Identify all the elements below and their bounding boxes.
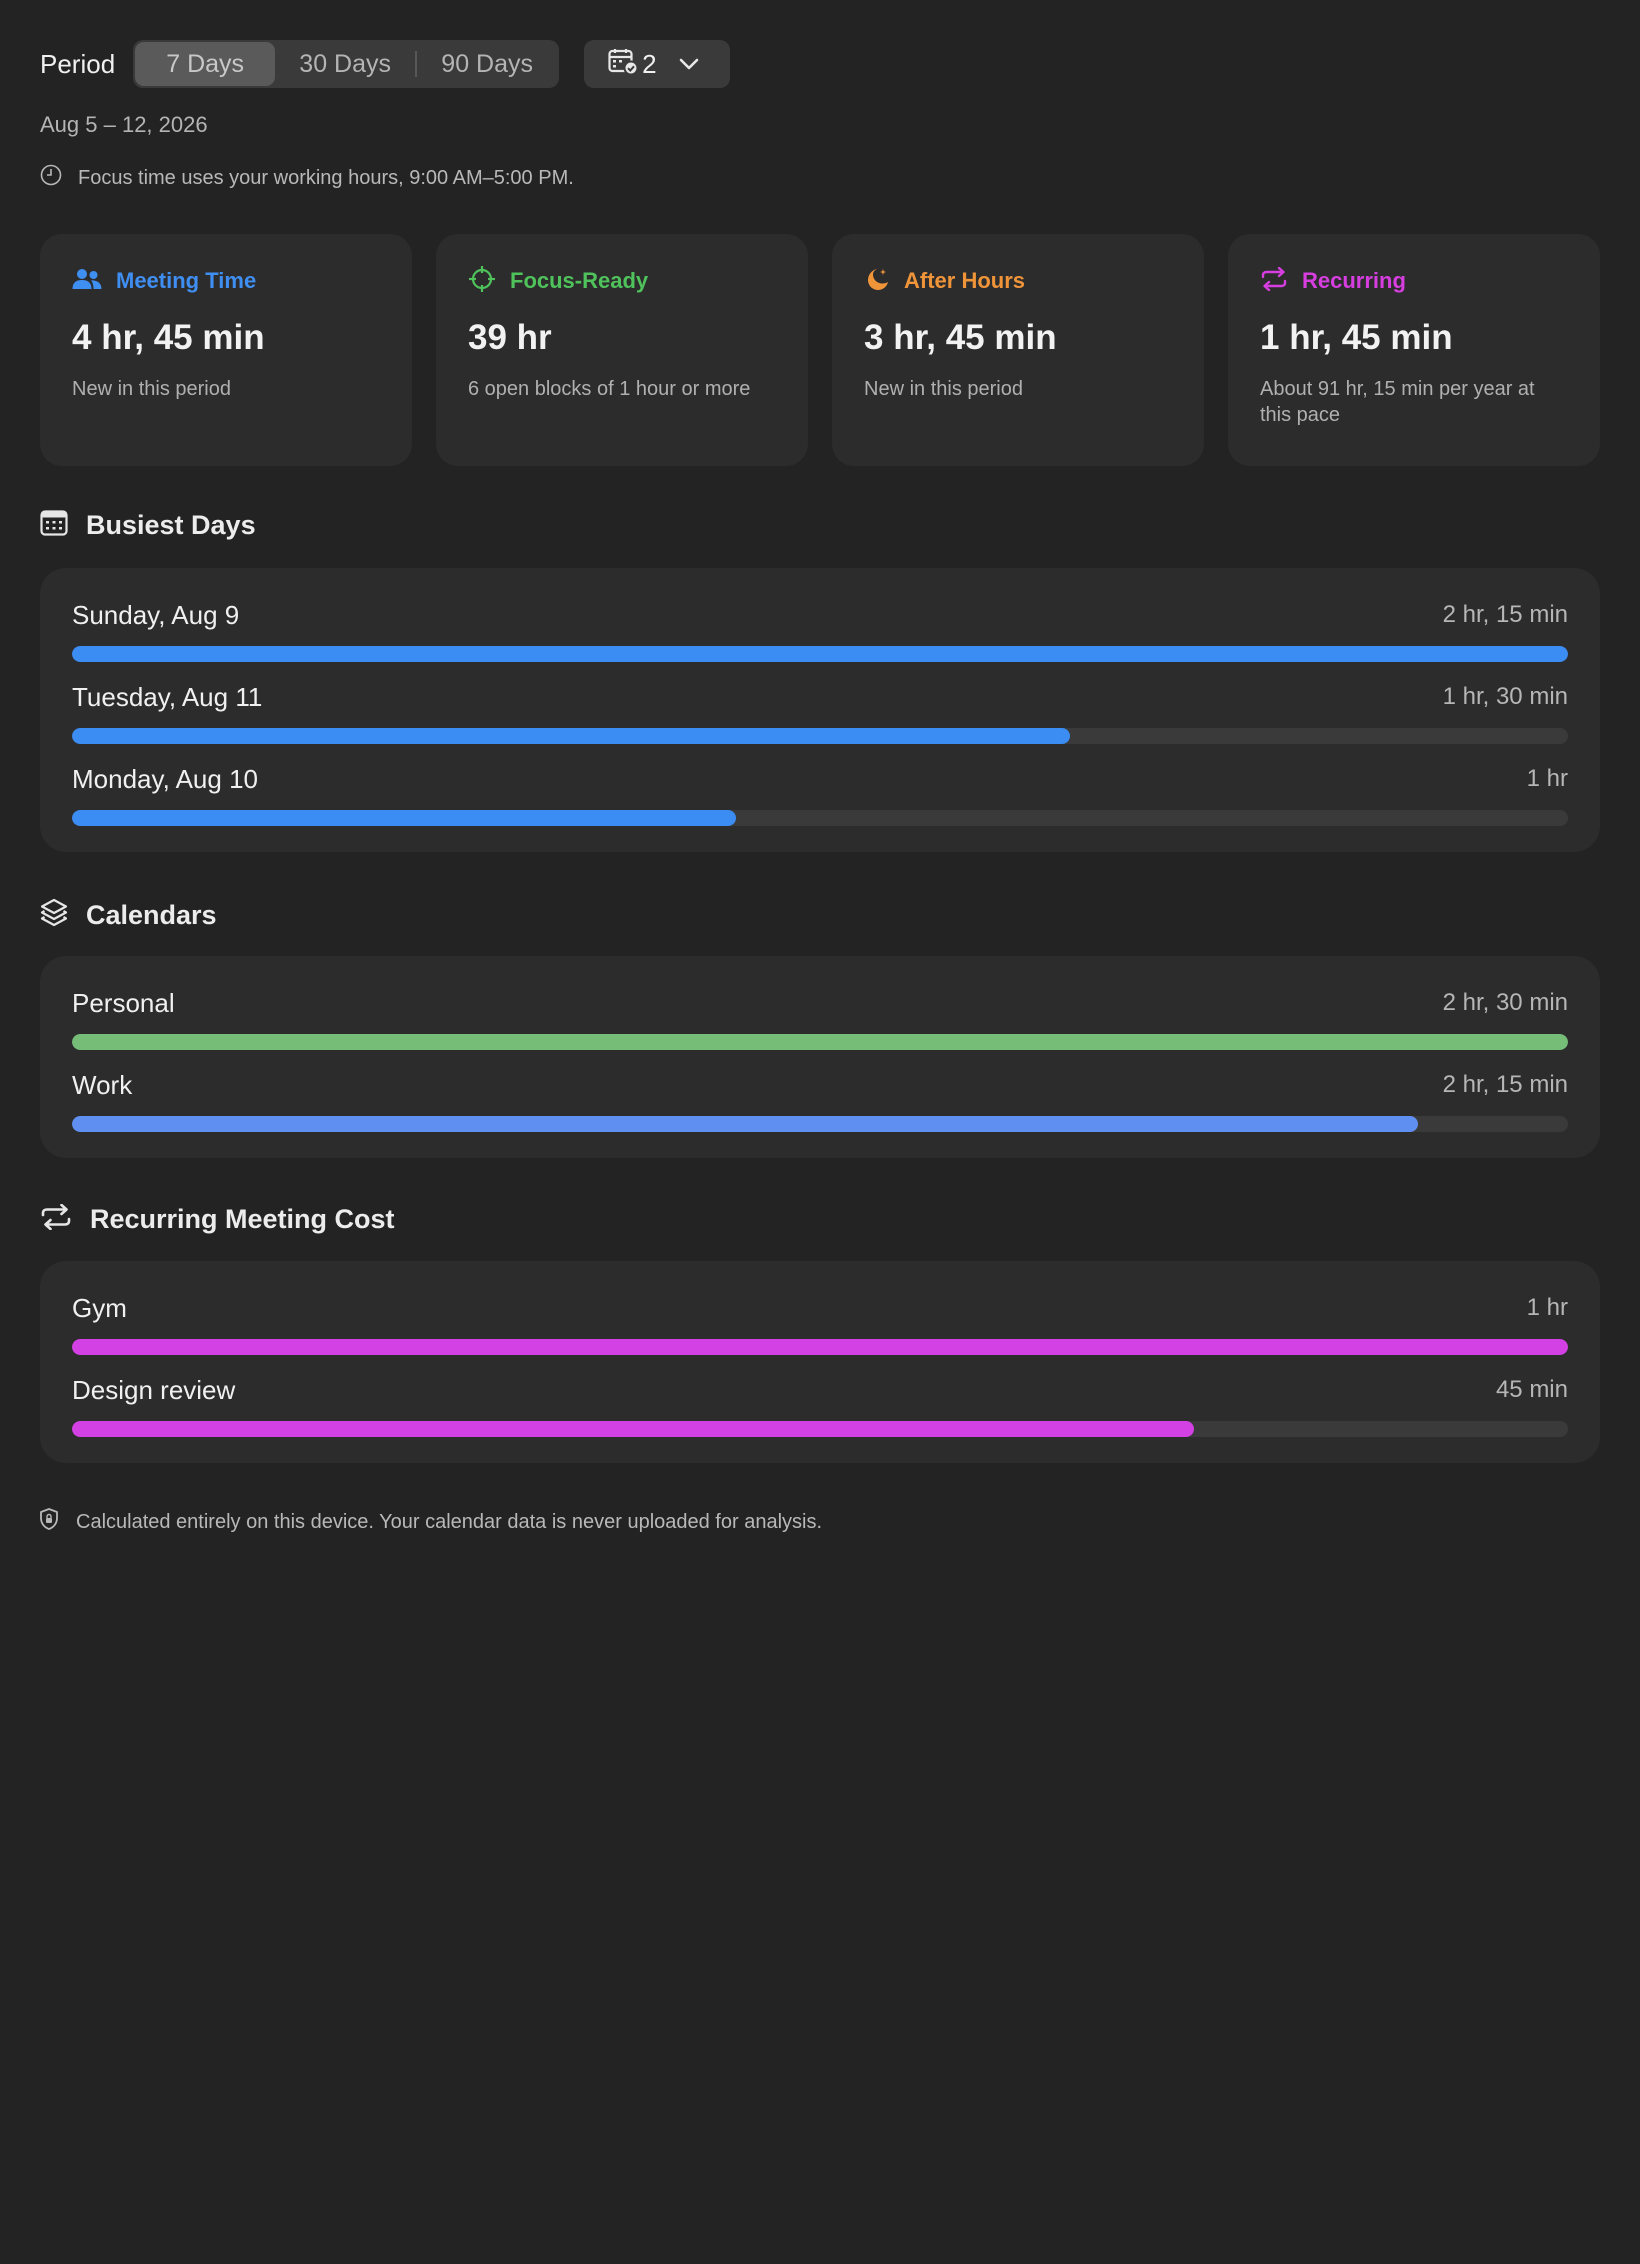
- layers-icon: [40, 898, 86, 933]
- section-title: Recurring Meeting Cost: [90, 1204, 395, 1234]
- date-range: Aug 5 – 12, 2026: [40, 112, 208, 137]
- tab-90-days[interactable]: 90 Days: [441, 49, 534, 78]
- card-value: 39 hr: [468, 318, 552, 357]
- row-label: Gym: [72, 1292, 127, 1323]
- calendar-filter-button[interactable]: 2: [584, 40, 731, 88]
- target-icon: [468, 265, 510, 298]
- progress-fill: [72, 646, 1568, 662]
- progress-track: [72, 1034, 1568, 1050]
- repeat-icon: [1260, 266, 1302, 296]
- card-title: Recurring: [1302, 268, 1406, 293]
- card-value: 4 hr, 45 min: [72, 318, 265, 357]
- period-segmented-control: 7 Days 30 Days 90 Days: [133, 40, 560, 88]
- calendar-check-icon: [608, 48, 639, 81]
- card-value: 3 hr, 45 min: [864, 318, 1057, 357]
- card-title: Meeting Time: [116, 268, 257, 293]
- section-recurring-cost: Recurring Meeting Cost: [40, 1203, 395, 1235]
- card-title: Focus-Ready: [510, 268, 649, 293]
- progress-track: [72, 728, 1568, 744]
- progress-track: [72, 1421, 1568, 1437]
- list-item: Work 2 hr, 15 min: [72, 1068, 1568, 1150]
- period-label: Period: [40, 48, 116, 79]
- list-item: Design review 45 min: [72, 1373, 1568, 1455]
- row-value: 1 hr: [1526, 765, 1568, 792]
- progress-fill: [72, 728, 1070, 744]
- card-subtitle: New in this period: [864, 378, 1023, 400]
- calendars-panel: Personal 2 hr, 30 min Work 2 hr, 15 min: [40, 956, 1600, 1158]
- footer-text: Calculated entirely on this device. Your…: [76, 1510, 823, 1533]
- row-value: 2 hr, 15 min: [1442, 1071, 1568, 1098]
- shield-icon: [40, 1508, 76, 1536]
- list-item: Sunday, Aug 9 2 hr, 15 min: [72, 598, 1568, 680]
- tab-7-days[interactable]: 7 Days: [135, 42, 276, 86]
- row-label: Tuesday, Aug 11: [72, 681, 263, 712]
- clock-icon: [40, 164, 78, 192]
- progress-track: [72, 646, 1568, 662]
- moon-icon: [864, 266, 904, 297]
- segment-divider: [415, 51, 418, 77]
- card-meeting-time: Meeting Time 4 hr, 45 min New in this pe…: [40, 234, 412, 466]
- list-item: Gym 1 hr: [72, 1291, 1568, 1373]
- card-subtitle: New in this period: [72, 378, 231, 400]
- progress-track: [72, 810, 1568, 826]
- row-value: 45 min: [1495, 1376, 1568, 1403]
- progress-fill: [72, 1116, 1419, 1132]
- section-calendars: Calendars: [40, 898, 217, 933]
- row-value: 2 hr, 15 min: [1442, 601, 1568, 628]
- card-title: After Hours: [904, 268, 1026, 293]
- row-value: 2 hr, 30 min: [1442, 989, 1568, 1016]
- focus-note: Focus time uses your working hours, 9:00…: [40, 164, 574, 192]
- card-value: 1 hr, 45 min: [1260, 318, 1453, 357]
- card-after-hours: After Hours 3 hr, 45 min New in this per…: [832, 234, 1204, 466]
- recurring-cost-panel: Gym 1 hr Design review 45 min: [40, 1261, 1600, 1463]
- privacy-footer: Calculated entirely on this device. Your…: [40, 1508, 822, 1536]
- chevron-down-icon: [679, 58, 699, 70]
- list-item: Tuesday, Aug 11 1 hr, 30 min: [72, 680, 1568, 762]
- list-item: Personal 2 hr, 30 min: [72, 986, 1568, 1068]
- card-focus-ready: Focus-Ready 39 hr 6 open blocks of 1 hou…: [436, 234, 808, 466]
- progress-track: [72, 1116, 1568, 1132]
- section-title: Busiest Days: [86, 510, 256, 540]
- row-label: Design review: [72, 1374, 236, 1405]
- progress-fill: [72, 1034, 1568, 1050]
- card-recurring: Recurring 1 hr, 45 min About 91 hr, 15 m…: [1228, 234, 1600, 466]
- tab-30-days[interactable]: 30 Days: [299, 49, 392, 78]
- row-label: Sunday, Aug 9: [72, 599, 240, 630]
- row-label: Work: [72, 1069, 133, 1100]
- card-subtitle: 6 open blocks of 1 hour or more: [468, 378, 751, 400]
- calendar-grid-icon: [40, 510, 86, 541]
- progress-fill: [72, 810, 737, 826]
- row-label: Monday, Aug 10: [72, 763, 258, 794]
- row-value: 1 hr, 30 min: [1442, 683, 1568, 710]
- card-subtitle: About 91 hr, 15 min per year at this pac…: [1260, 378, 1535, 426]
- progress-fill: [72, 1339, 1568, 1355]
- calendar-count: 2: [642, 48, 657, 79]
- row-value: 1 hr: [1526, 1294, 1568, 1321]
- busiest-days-panel: Sunday, Aug 9 2 hr, 15 min Tuesday, Aug 1…: [40, 568, 1600, 852]
- progress-track: [72, 1339, 1568, 1355]
- list-item: Monday, Aug 10 1 hr: [72, 762, 1568, 844]
- progress-fill: [72, 1421, 1194, 1437]
- period-row: Period 7 Days 30 Days 90 Days: [40, 40, 731, 88]
- repeat-icon: [40, 1203, 90, 1235]
- row-label: Personal: [72, 987, 175, 1018]
- focus-note-text: Focus time uses your working hours, 9:00…: [78, 166, 574, 189]
- section-title: Calendars: [86, 900, 217, 930]
- section-busiest-days: Busiest Days: [40, 510, 256, 541]
- people-icon: [72, 268, 116, 295]
- stat-cards: Meeting Time 4 hr, 45 min New in this pe…: [40, 234, 1600, 466]
